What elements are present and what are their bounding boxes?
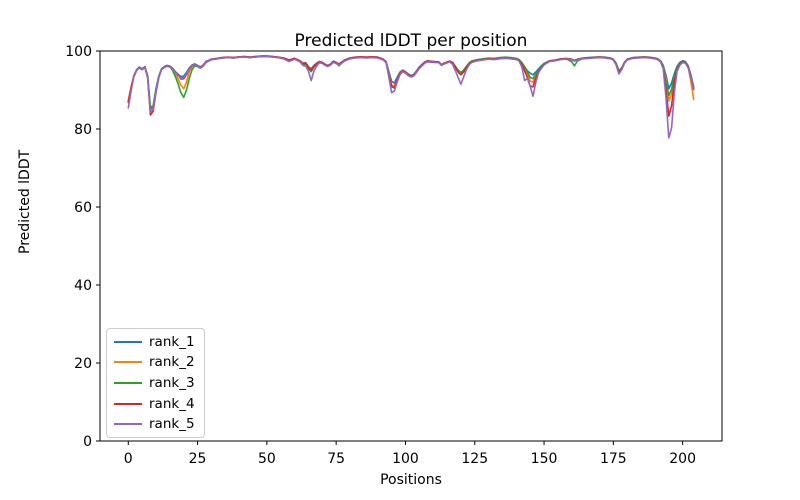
legend-label: rank_3: [149, 374, 195, 391]
series-line-rank_3: [127, 55, 695, 108]
y-tick-label: 60: [74, 200, 92, 216]
x-tick-label: 175: [600, 451, 627, 467]
chart-title: Predicted lDDT per position: [294, 31, 528, 51]
rank-2-line-swatch: [114, 361, 142, 364]
y-tick-label: 0: [83, 434, 92, 450]
y-tick-label: 80: [74, 122, 92, 138]
legend-label: rank_2: [149, 354, 195, 371]
legend-label: rank_5: [149, 416, 195, 433]
x-tick-label: 125: [461, 451, 488, 467]
plot-frame: [99, 50, 723, 442]
series-line-rank_4: [127, 55, 695, 117]
legend-label: rank_1: [149, 333, 195, 350]
rank-5-line-swatch: [114, 423, 142, 426]
y-tick-label: 40: [74, 278, 92, 294]
series-line-rank_5: [127, 55, 695, 139]
y-axis-label: Predicted lDDT: [17, 149, 33, 254]
series-line-rank_1: [127, 55, 695, 111]
legend-entry-rank-4: rank_4: [114, 394, 197, 414]
legend-entry-rank-1: rank_1: [114, 332, 197, 352]
rank-4-line-swatch: [114, 402, 142, 405]
legend: rank_1 rank_2 rank_3 rank_4 rank_5: [106, 328, 205, 438]
rank-3-line-swatch: [114, 381, 142, 384]
x-tick-label: 100: [392, 451, 419, 467]
x-axis-label: Positions: [380, 472, 442, 488]
x-tick-label: 0: [124, 451, 133, 467]
legend-label: rank_4: [149, 395, 195, 412]
x-tick-label: 25: [189, 451, 207, 467]
legend-entry-rank-5: rank_5: [114, 414, 197, 434]
x-tick-label: 150: [531, 451, 558, 467]
x-tick-label: 75: [327, 451, 345, 467]
rank-1-line-swatch: [114, 340, 142, 343]
series-line-rank_2: [127, 55, 695, 112]
y-tick-label: 100: [65, 44, 92, 60]
x-tick-label: 200: [669, 451, 696, 467]
legend-entry-rank-2: rank_2: [114, 352, 197, 372]
y-tick-label: 20: [74, 356, 92, 372]
x-tick-label: 50: [258, 451, 276, 467]
legend-entry-rank-3: rank_3: [114, 373, 197, 393]
